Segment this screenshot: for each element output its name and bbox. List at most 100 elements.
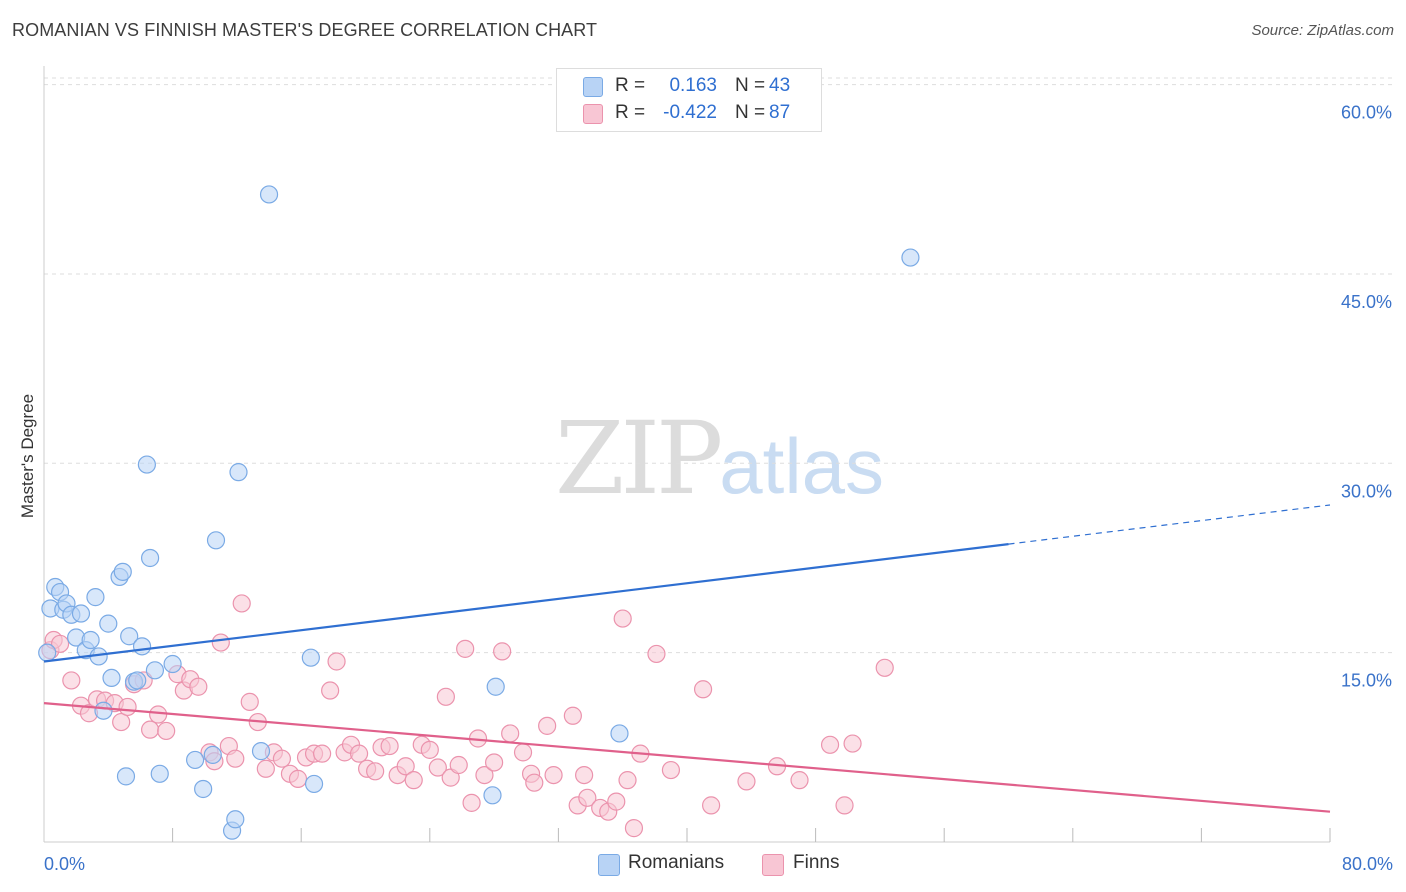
point-finns [501, 724, 520, 743]
point-finns [578, 788, 597, 807]
point-finns [436, 687, 455, 706]
point-finns [396, 757, 415, 776]
point-romanians [113, 562, 132, 581]
point-finns [118, 697, 137, 717]
watermark: ZIPatlas [555, 400, 884, 517]
point-finns [256, 759, 275, 778]
point-finns [232, 594, 251, 613]
point-finns [618, 771, 637, 790]
point-romanians [259, 185, 279, 204]
point-romanians [610, 724, 629, 743]
point-finns [456, 639, 475, 658]
legend-row-finns: R = -0.422 N = 87 [557, 100, 821, 126]
point-finns [226, 749, 245, 768]
series-legend-label-finns: Finns [793, 852, 840, 873]
point-finns [327, 652, 346, 671]
watermark-atlas: atlas [719, 422, 885, 510]
legend-swatch-romanians [583, 77, 603, 97]
watermark-zip: ZIP [555, 400, 723, 517]
point-finns [790, 771, 809, 790]
point-romanians [194, 779, 213, 799]
point-finns [321, 681, 340, 700]
point-finns [404, 771, 423, 790]
point-finns [544, 765, 563, 785]
point-finns [157, 721, 176, 741]
point-romanians [304, 774, 324, 794]
point-finns [112, 712, 131, 732]
y-tick-label: 15.0% [1341, 671, 1392, 691]
point-romanians [132, 637, 152, 656]
point-finns [737, 772, 756, 791]
point-finns [513, 743, 533, 762]
point-finns [428, 758, 447, 777]
series-legend-label-romanians: Romanians [628, 852, 725, 873]
point-finns [607, 792, 626, 811]
legend-r-value: -0.422 [663, 102, 717, 123]
point-finns [140, 720, 160, 739]
point-romanians [226, 810, 245, 829]
point-romanians [229, 463, 248, 482]
point-finns [647, 644, 666, 664]
point-romanians [251, 742, 271, 761]
source-label: Source: ZipAtlas.com [1251, 22, 1394, 39]
point-romanians [140, 548, 160, 568]
point-finns [211, 633, 230, 652]
point-finns [563, 706, 582, 725]
point-finns [693, 680, 713, 699]
legend-row-romanians: R = 0.163 N = 43 [557, 73, 821, 99]
point-finns [272, 749, 292, 768]
point-finns [380, 736, 399, 756]
point-finns [624, 819, 644, 838]
point-finns [50, 634, 70, 653]
point-finns [189, 677, 208, 696]
legend-n-value: 43 [769, 75, 791, 96]
point-romanians [150, 764, 169, 783]
point-romanians [38, 643, 57, 662]
point-finns [835, 796, 854, 815]
point-finns [843, 734, 862, 753]
point-finns [820, 735, 840, 754]
point-romanians [186, 750, 205, 770]
point-finns [240, 692, 259, 711]
series-legend-swatch-finns [762, 854, 784, 876]
point-romanians [486, 677, 505, 696]
point-finns [149, 705, 168, 724]
point-romanians [94, 701, 113, 720]
point-finns [449, 755, 468, 775]
point-finns [875, 658, 894, 677]
point-finns [312, 744, 332, 763]
point-finns [493, 642, 512, 661]
point-romanians [301, 648, 320, 667]
x-tick-label: 80.0% [1342, 854, 1393, 874]
point-romanians [128, 671, 147, 690]
y-tick-label: 30.0% [1341, 481, 1392, 501]
point-finns [475, 765, 494, 785]
point-finns [538, 716, 557, 735]
legend-n-label: N = [735, 102, 766, 123]
point-romanians [203, 745, 222, 765]
trend-line-romanians-extension [1008, 504, 1331, 545]
point-romanians [483, 786, 502, 805]
legend-swatch-finns [583, 104, 603, 124]
point-finns [702, 796, 721, 815]
point-romanians [86, 588, 105, 607]
trend-line-finns [43, 702, 1331, 813]
legend-r-label: R = [615, 75, 646, 96]
series-legend: Romanians Finns [0, 850, 1406, 880]
point-finns [462, 793, 481, 812]
legend-r-value: 0.163 [669, 75, 717, 96]
point-finns [613, 609, 632, 628]
point-romanians [206, 531, 226, 550]
point-romanians [81, 630, 100, 650]
correlation-legend: R = 0.163 N = 43 R = -0.422 N = 87 [556, 68, 822, 132]
point-finns [485, 753, 504, 772]
point-finns [525, 773, 544, 792]
x-tick-label: 0.0% [44, 854, 85, 874]
point-finns [575, 765, 594, 785]
point-finns [661, 760, 681, 780]
point-romanians [120, 627, 139, 646]
point-romanians [163, 654, 182, 674]
point-romanians [102, 668, 121, 688]
y-tick-label: 60.0% [1341, 103, 1392, 123]
